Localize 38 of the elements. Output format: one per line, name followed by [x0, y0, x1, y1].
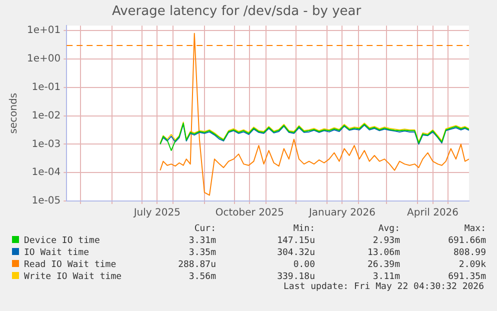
legend-label: Write IO Wait time — [23, 271, 123, 283]
y-tick-label: 1e+01 — [26, 25, 61, 36]
text: Cur: — [193, 223, 216, 235]
text: 339.18u — [276, 271, 315, 282]
text: 3.31m — [188, 235, 216, 247]
y-tick-label: 1e-03 — [32, 138, 61, 150]
text: 808.99 — [452, 247, 486, 259]
text: 3.56m — [188, 271, 216, 283]
text: 2.09k — [458, 259, 486, 271]
text: 147.15u — [276, 235, 315, 247]
y-tick-label: 1e+00 — [26, 54, 61, 65]
y-tick-label: 1e-02 — [32, 110, 61, 122]
text: 691.35m — [447, 271, 486, 282]
text: 2.93m — [372, 235, 400, 247]
y-tick-label: 1e-04 — [32, 167, 61, 178]
text: 304.32u — [276, 247, 315, 259]
x-tick-label: April 2026 — [407, 208, 459, 219]
x-tick-label: October 2025 — [215, 208, 284, 219]
x-tick-label: July 2025 — [132, 208, 180, 219]
text: Max: — [463, 223, 486, 235]
text: Min: — [292, 223, 315, 235]
y-tick-label: 1e-05 — [32, 196, 61, 207]
text: Avg: — [377, 223, 400, 235]
text: 0.00 — [292, 259, 315, 271]
legend-label: Read IO Wait time — [23, 259, 118, 271]
text: Last update: Fri May 22 04:30:32 2026 — [284, 282, 484, 292]
text: 13.06m — [366, 247, 400, 259]
y-axis-title: seconds — [8, 92, 20, 134]
chart-title: Average latency for /dev/sda - by year — [112, 4, 362, 20]
legend-label: IO Wait time — [23, 247, 90, 259]
y-tick-label: 1e-01 — [32, 82, 61, 93]
text: 26.39m — [366, 259, 400, 271]
legend-label: Device IO time — [23, 235, 101, 247]
text: 691.66m — [447, 235, 486, 247]
text: 3.11m — [372, 271, 400, 282]
text: 288.87u — [177, 259, 216, 271]
text: 3.35m — [188, 247, 216, 259]
x-tick-label: January 2026 — [308, 208, 376, 219]
